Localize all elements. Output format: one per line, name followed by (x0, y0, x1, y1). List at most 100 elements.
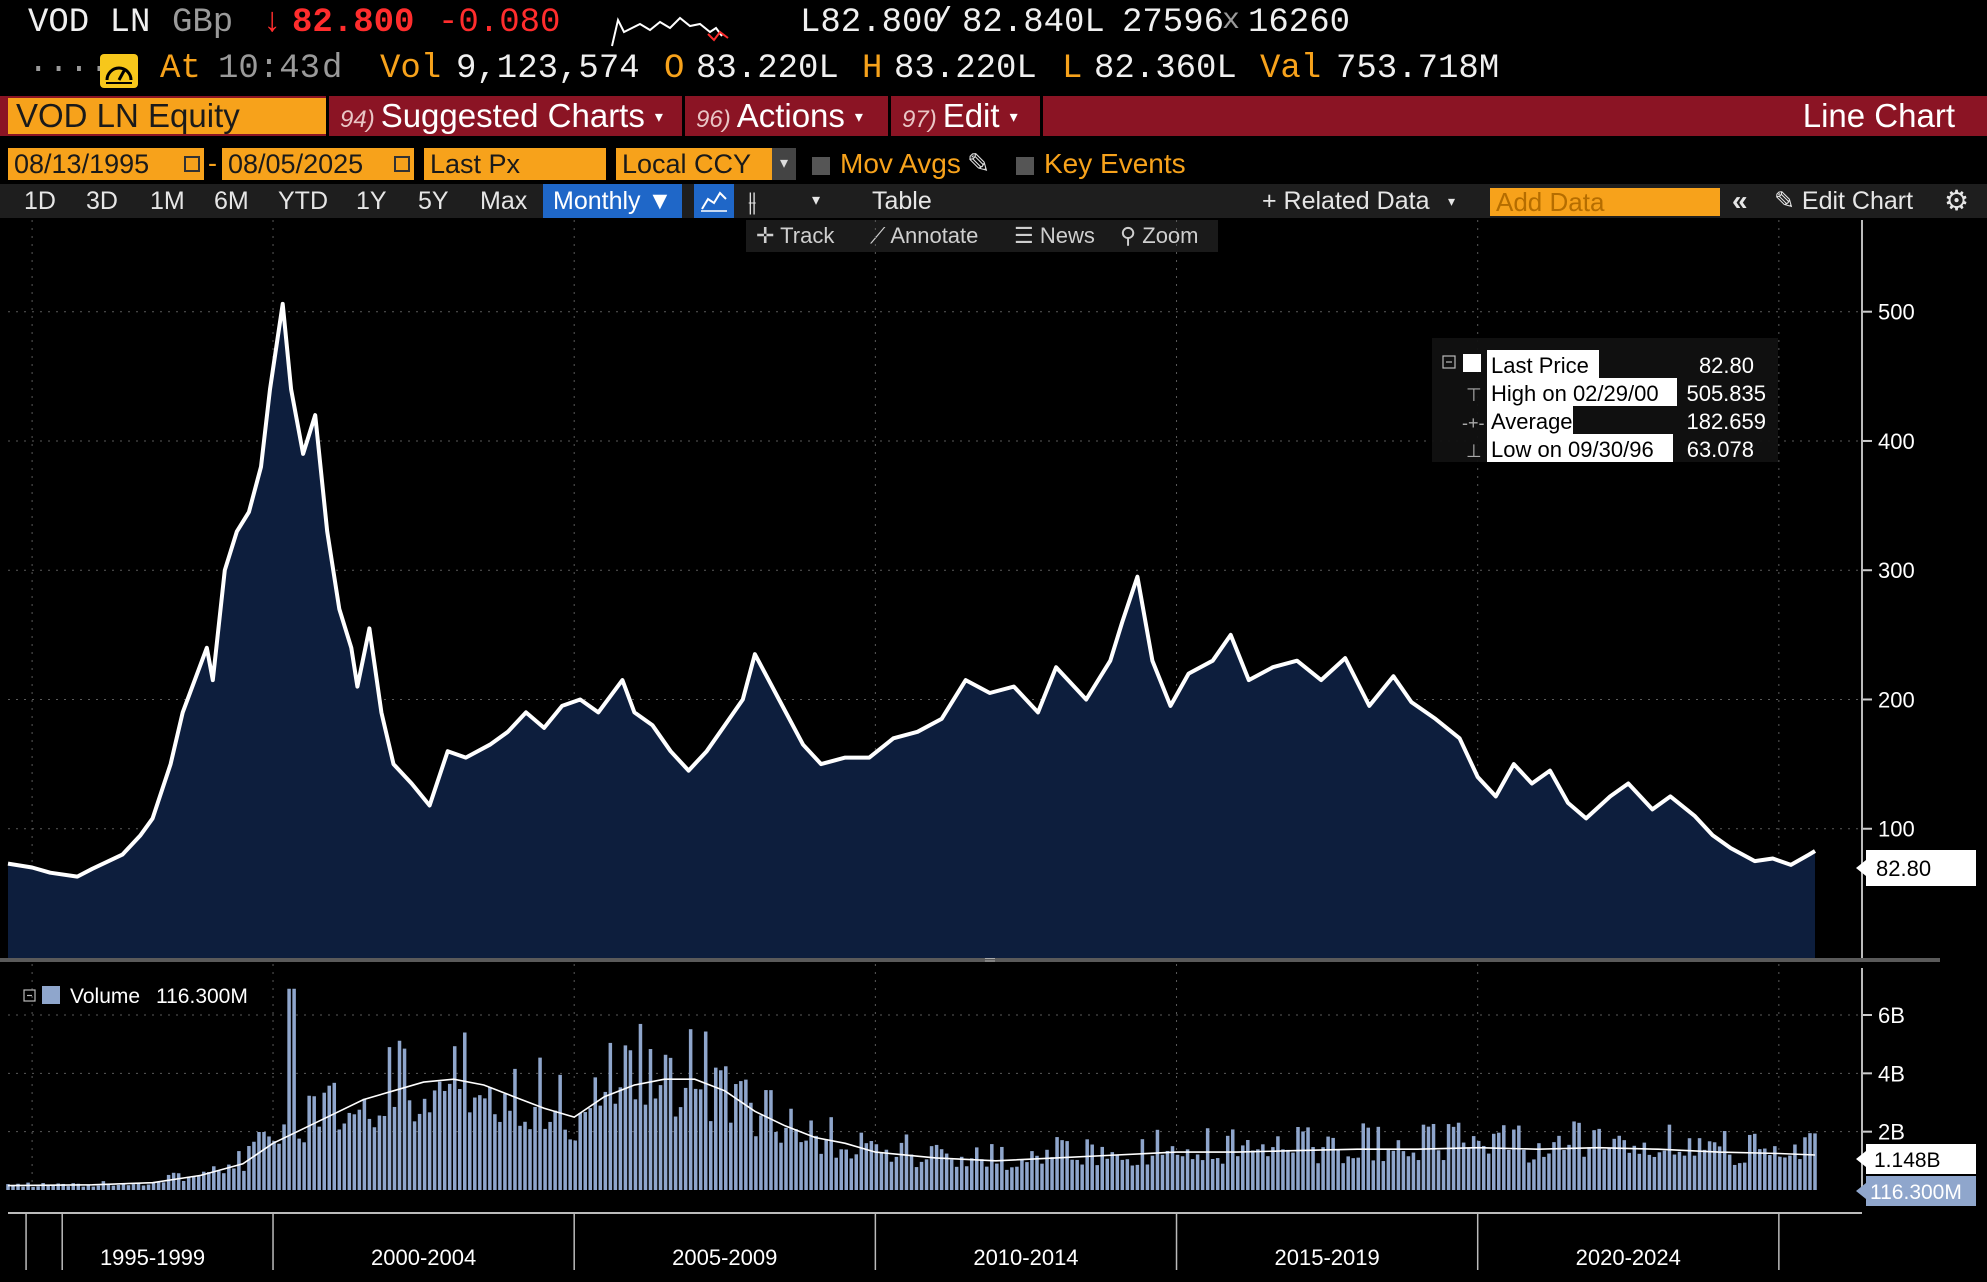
sparkline-icon[interactable] (610, 10, 730, 48)
dropdown-arrow-icon[interactable]: ▾ (772, 148, 796, 180)
collapse-icon[interactable]: « (1732, 185, 1748, 216)
volume-bar (407, 1100, 412, 1190)
price-chart[interactable]: 100 200 300 400 500 2B 4B 6B 1995-1999 2000-2004 2… (0, 220, 1987, 1282)
related-data-button[interactable]: + Related Data (1262, 187, 1430, 215)
legend-value: 63.078 (1687, 437, 1754, 462)
key-events-toggle[interactable]: Key Events (1016, 148, 1186, 180)
start-date-field[interactable]: 08/13/1995 (8, 148, 204, 180)
volume-bar (1241, 1145, 1245, 1190)
volume-bar (478, 1095, 482, 1190)
checkbox-icon[interactable] (812, 156, 830, 175)
volume-bar (1316, 1163, 1320, 1190)
checkbox-icon[interactable] (1016, 156, 1034, 175)
actions-menu[interactable]: 96) Actions ▾ (696, 96, 863, 136)
collapse-box-icon[interactable] (1442, 355, 1456, 369)
line-chart-icon[interactable] (694, 184, 734, 218)
last-price-swatch (1463, 354, 1481, 372)
volume-bar (1200, 1160, 1205, 1190)
volume-bar (126, 1185, 131, 1190)
volume-bar (1271, 1147, 1275, 1190)
table-button[interactable]: Table (872, 187, 932, 215)
x-axis-label: 1995-1999 (100, 1245, 205, 1270)
volume-bar (1773, 1146, 1777, 1190)
mov-avgs-toggle[interactable]: Mov Avgs ✎ (812, 148, 990, 180)
related-data-dropdown-icon[interactable]: ▾ (1448, 193, 1456, 209)
calendar-icon[interactable] (184, 156, 200, 172)
pencil-icon[interactable]: ✎ (966, 148, 991, 179)
volume-bar (447, 1083, 452, 1190)
volume-bar (1306, 1127, 1310, 1190)
legend-label: Average (1491, 409, 1573, 434)
volume-bar (1115, 1155, 1120, 1190)
start-date-value: 08/13/1995 (14, 149, 150, 179)
price-area (8, 303, 1815, 958)
currency-select[interactable]: Local CCY ▾ (616, 148, 796, 180)
volume-bar (1135, 1164, 1140, 1190)
volume-bar (1075, 1159, 1079, 1190)
volume-bar (1246, 1140, 1250, 1190)
candle-chart-icon[interactable]: ⫲ (748, 186, 757, 216)
volume-bar (1296, 1127, 1300, 1190)
volume-bar (613, 1103, 618, 1190)
volume-bar (744, 1079, 748, 1190)
size-separator: x (1222, 4, 1241, 38)
period-3d[interactable]: 3D (86, 187, 118, 215)
chart-type-dropdown-icon[interactable]: ▾ (812, 192, 821, 209)
volume-bar (929, 1146, 934, 1190)
ask-size: 16260 (1248, 4, 1351, 42)
ticker-symbol[interactable]: VOD LN (28, 4, 151, 42)
period-1m[interactable]: 1M (150, 187, 185, 215)
x-axis-label: 2005-2009 (672, 1245, 777, 1270)
volume-bar (980, 1159, 984, 1190)
suggested-charts-menu[interactable]: 94) Suggested Charts ▾ (340, 96, 663, 136)
volume-bar (1441, 1160, 1446, 1190)
period-1d[interactable]: 1D (24, 187, 56, 215)
volume-bar (432, 1090, 437, 1190)
edit-menu[interactable]: 97) Edit ▾ (902, 96, 1018, 136)
volume-bar (1677, 1151, 1682, 1190)
volume-bar (452, 1046, 457, 1190)
gauge-icon[interactable] (100, 54, 138, 88)
chart-legend[interactable]: Last Price 82.80 ⊤ High on 02/29/00 505.… (1432, 338, 1778, 462)
divider-grip-icon[interactable]: ═ (984, 951, 995, 967)
period-max[interactable]: Max (480, 187, 528, 215)
track-tool[interactable]: ✛ Track (756, 220, 834, 252)
field-select[interactable]: Last Px (424, 148, 606, 180)
volume-legend[interactable]: Volume 116.300M (23, 985, 248, 1008)
volume-bar (46, 1185, 50, 1190)
frequency-select[interactable]: Monthly ▼ (543, 184, 683, 218)
security-field[interactable]: VOD LN Equity (8, 98, 326, 134)
period-ytd[interactable]: YTD (278, 187, 328, 215)
zoom-tool[interactable]: ⚲ Zoom (1120, 220, 1199, 252)
period-1y[interactable]: 1Y (356, 187, 387, 215)
volume-bar (1722, 1131, 1727, 1190)
volume-bar (292, 988, 296, 1190)
period-6m[interactable]: 6M (214, 187, 249, 215)
volume-legend-label: Volume (70, 985, 140, 1008)
end-date-field[interactable]: 08/05/2025 (222, 148, 414, 180)
volume-bar (262, 1131, 266, 1190)
volume-bar (1532, 1159, 1536, 1190)
settings-gear-icon[interactable]: ⚙ (1944, 185, 1970, 216)
volume-bar (1411, 1152, 1416, 1190)
volume-bar (1160, 1154, 1165, 1190)
volume-bars (6, 988, 1817, 1190)
add-data-input[interactable]: Add Data (1490, 188, 1720, 216)
volume-bar (734, 1084, 738, 1190)
collapse-box-icon[interactable] (23, 989, 36, 1002)
calendar-icon[interactable] (394, 156, 410, 172)
period-5y[interactable]: 5Y (418, 187, 449, 215)
news-tool[interactable]: ☰ News (1014, 220, 1095, 252)
volume-bar (518, 1125, 522, 1190)
annotate-tool[interactable]: ⟋ Annotate (870, 220, 978, 252)
volume-bar (985, 1166, 989, 1190)
edit-chart-button[interactable]: ✎ Edit Chart (1774, 184, 1913, 218)
volume-bar (91, 1186, 96, 1190)
pane-divider[interactable] (0, 958, 1940, 962)
vol-label: Vol (380, 50, 442, 88)
volume-bar (1366, 1127, 1371, 1190)
volume-bar (287, 988, 291, 1190)
volume-bar (1682, 1155, 1687, 1190)
volume-bar (503, 1093, 507, 1190)
volume-bar (337, 1129, 342, 1190)
